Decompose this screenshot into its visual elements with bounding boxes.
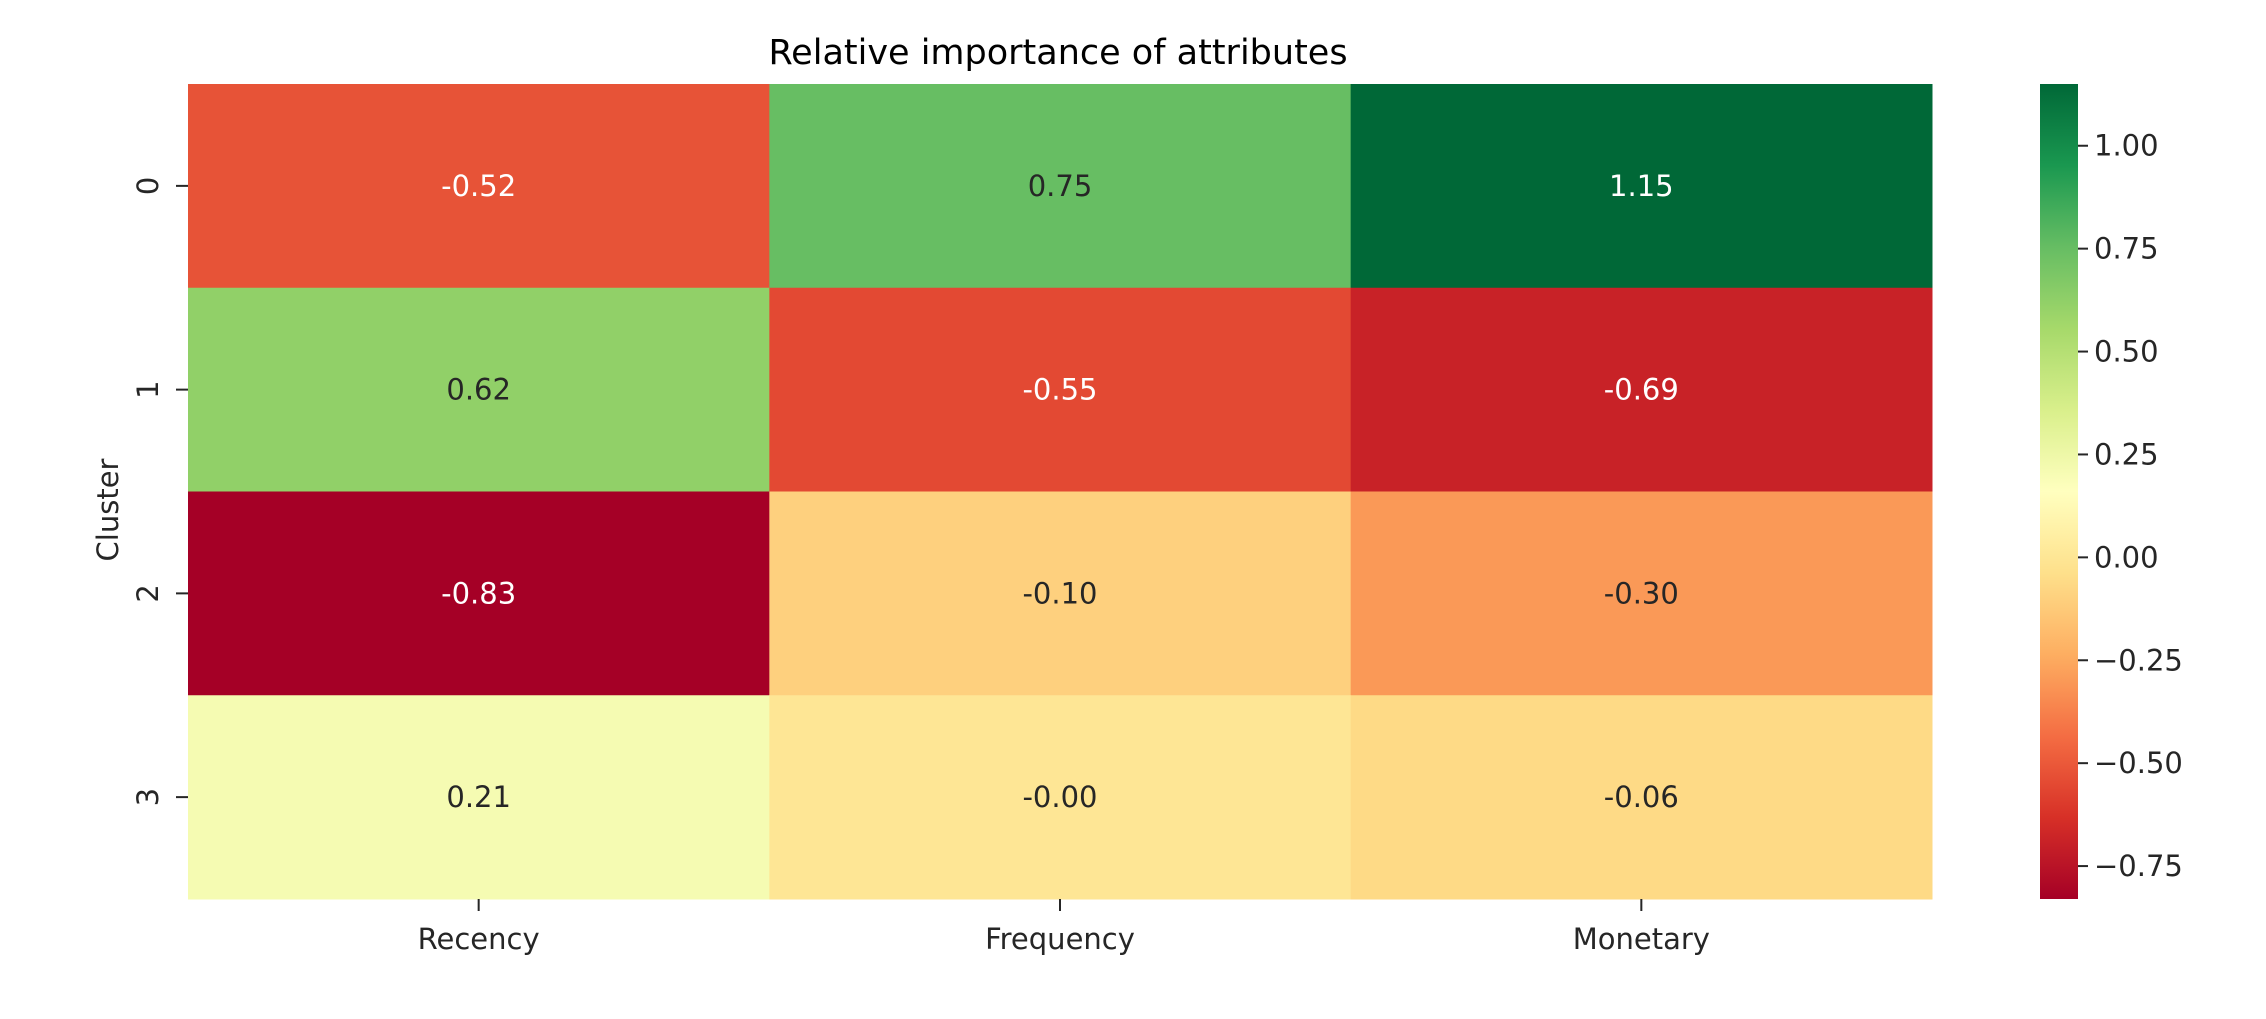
y-axis-label: Cluster [91, 458, 125, 561]
cell-value-label: 0.21 [446, 780, 511, 814]
y-tick-label: 2 [131, 584, 165, 602]
x-tick-label: Recency [418, 922, 540, 956]
heatmap-cell [188, 287, 770, 492]
colorbar-axis: 1.00 0.75 0.50 0.25 0.00 −0.25 −0.50 −0.75 [2078, 129, 2183, 883]
x-tick-label: Monetary [1573, 922, 1710, 956]
colorbar-tick-label: 0.00 [2094, 540, 2159, 574]
colorbar [2040, 84, 2078, 899]
chart-title: Relative importance of attributes [768, 33, 1347, 73]
heatmap-cell [188, 695, 770, 900]
heatmap-cell [769, 287, 1352, 492]
colorbar-tick-label: −0.75 [2094, 849, 2183, 883]
x-tick-label: Frequency [985, 922, 1135, 956]
heatmap-cell [1350, 695, 1933, 900]
y-tick-label: 3 [131, 788, 165, 806]
colorbar-tick-label: −0.50 [2094, 746, 2183, 780]
cell-value-label: 0.62 [446, 373, 511, 407]
cell-value-label: -0.30 [1604, 576, 1679, 610]
colorbar-tick-label: 0.50 [2094, 335, 2159, 369]
heatmap-cell [188, 84, 770, 289]
y-axis: 0 1 2 3 [131, 177, 188, 806]
cell-value-label: -0.52 [441, 169, 516, 203]
cell-value-label: -0.00 [1022, 780, 1097, 814]
cell-value-label: -0.83 [441, 576, 516, 610]
x-axis: Recency Frequency Monetary [418, 899, 1710, 956]
cell-value-label: -0.69 [1604, 373, 1679, 407]
heatmap-cell [188, 491, 770, 696]
cell-value-label: -0.55 [1022, 373, 1097, 407]
y-tick-label: 0 [131, 177, 165, 195]
cell-value-label: -0.06 [1604, 780, 1679, 814]
colorbar-tick-label: −0.25 [2094, 643, 2183, 677]
colorbar-tick-label: 0.25 [2094, 437, 2159, 471]
heatmap-cell [769, 84, 1352, 289]
heatmap-cell [1350, 287, 1933, 492]
cell-value-label: -0.10 [1022, 576, 1097, 610]
colorbar-tick-label: 0.75 [2094, 232, 2159, 266]
heatmap-cell [1350, 84, 1933, 289]
heatmap-cell [769, 491, 1352, 696]
colorbar-tick-label: 1.00 [2094, 129, 2159, 163]
heatmap-cell [1350, 491, 1933, 696]
y-tick-label: 1 [131, 380, 165, 398]
heatmap-cell [769, 695, 1352, 900]
cell-value-label: 1.15 [1609, 169, 1674, 203]
heatmap-grid: -0.52 0.75 1.15 0.62 -0.55 -0.69 -0.83 -0.10 -0.… [188, 84, 1933, 900]
cell-value-label: 0.75 [1028, 169, 1093, 203]
